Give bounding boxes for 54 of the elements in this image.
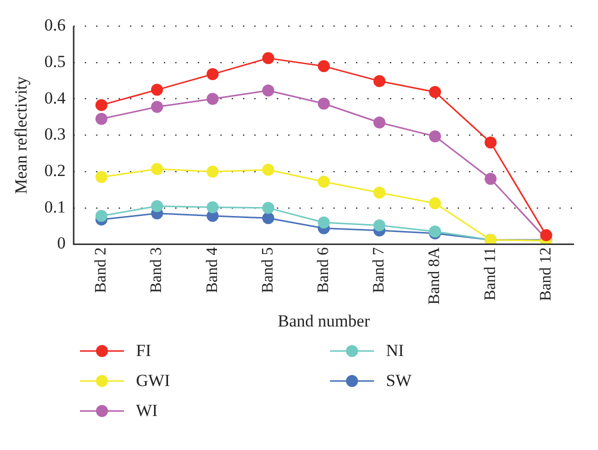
y-tick-label: 0.5 [44, 52, 66, 72]
point [206, 92, 219, 105]
y-tick-label: 0.3 [44, 124, 66, 144]
x-axis-title: Band number [278, 311, 370, 330]
point [262, 212, 274, 224]
point [95, 112, 108, 125]
y-tick-label: 0.6 [44, 16, 66, 35]
y-axis-title: Mean reflectivity [12, 76, 31, 194]
point [95, 171, 108, 184]
x-tick-label: Band 3 [148, 247, 166, 294]
y-tick-label: 0.2 [44, 161, 66, 180]
x-tick-label: Band 8A [426, 246, 444, 305]
x-tick-label: Band 5 [259, 247, 276, 294]
y-tick-label: 0 [57, 234, 66, 253]
point [318, 216, 330, 228]
legend-label: SW [386, 371, 412, 391]
point [206, 68, 219, 80]
point [373, 75, 386, 88]
point [373, 219, 386, 232]
point [429, 197, 442, 210]
point [262, 202, 274, 214]
point [262, 84, 274, 97]
legend-label: GWI [136, 371, 170, 391]
point [206, 166, 219, 178]
point [318, 60, 330, 72]
legend-label: WI [136, 401, 158, 421]
point [262, 52, 274, 64]
x-tick-label: Band 12 [537, 247, 554, 302]
x-tick-label: Band 7 [370, 247, 388, 294]
point [151, 84, 164, 96]
point [318, 98, 330, 110]
y-tick-label: 0.4 [44, 88, 66, 108]
point [373, 116, 386, 129]
point [95, 210, 108, 222]
x-tick-label: Band 2 [92, 247, 110, 294]
point [429, 86, 442, 98]
point [151, 100, 164, 113]
point [484, 172, 497, 185]
point [318, 176, 330, 188]
legend-label: NI [386, 341, 404, 361]
x-tick-label: Band 11 [482, 247, 499, 300]
x-tick-label: Band 4 [204, 247, 221, 294]
point [484, 136, 497, 149]
point [206, 201, 219, 214]
point [95, 99, 108, 112]
point [151, 163, 164, 176]
point [429, 130, 442, 142]
x-tick-label: Band 6 [315, 247, 332, 294]
point [373, 186, 386, 199]
legend-label: FI [136, 341, 152, 361]
point [262, 164, 274, 176]
point [540, 229, 552, 242]
point [151, 200, 164, 212]
y-tick-label: 0.1 [44, 197, 66, 216]
